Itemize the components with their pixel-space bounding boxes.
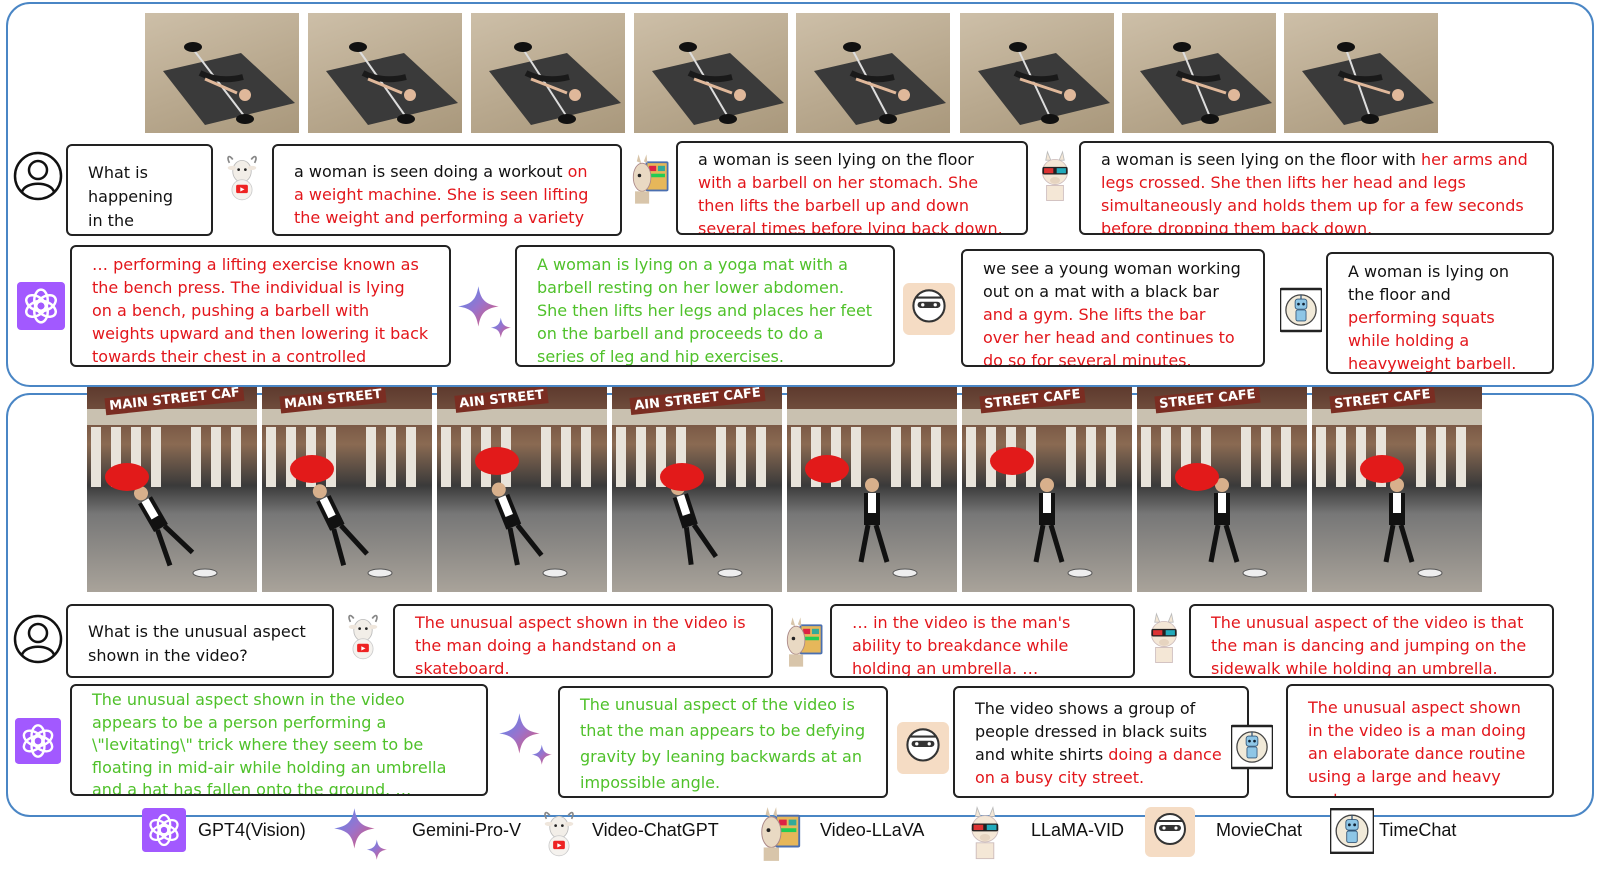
answer-text-correct: A woman is lying on a yoga mat with a ba… (537, 255, 873, 366)
answer-text-error: The unusual aspect of the video is that … (1211, 613, 1527, 678)
legend-label-gemini: Gemini-Pro-V (412, 820, 522, 840)
answer-timechat: A woman is lying on the floor and perfor… (1326, 252, 1554, 374)
video-frame (796, 13, 950, 133)
video-frame: AIN STREET CAFE (612, 387, 782, 592)
answer-text-error: … in the video is the man's ability to b… (852, 613, 1071, 678)
answer-video-llava: a woman is seen lying on the floor with … (676, 141, 1028, 235)
legend-label-gpt4v: GPT4(Vision) (198, 820, 306, 840)
answer-text-error: on a weight machine. She is seen lifting… (294, 162, 589, 234)
video-chatgpt-icon (538, 806, 580, 862)
video-chatgpt-icon (342, 607, 384, 667)
video-frame (145, 13, 299, 133)
video-frame (634, 13, 788, 133)
answer-text-correct: The unusual aspect of the video is that … (580, 695, 866, 792)
timechat-icon (1231, 724, 1273, 770)
llama-vid-icon (963, 804, 1007, 864)
gemini-icon (497, 711, 553, 767)
question-bubble: What is happening in the video? (66, 144, 213, 236)
answer-text-error: and a gym. She lifts the bar over her he… (983, 305, 1235, 367)
gemini-icon (332, 806, 388, 862)
answer-text-normal: The video shows a group of people dresse… (975, 699, 1208, 764)
answer-gpt4v: … performing a lifting exercise known as… (70, 245, 451, 367)
video-llava-icon (782, 611, 826, 673)
moviechat-icon (903, 283, 955, 335)
video-frame (1284, 13, 1438, 133)
video-frame: STREET CAFE (1312, 387, 1482, 592)
answer-llama-vid: The unusual aspect of the video is that … (1189, 604, 1554, 678)
video-frame: MAIN STREET CAF (87, 387, 257, 592)
question-text: What is the unusual aspect shown in the … (88, 622, 306, 665)
video-frame (308, 13, 462, 133)
user-icon (13, 614, 63, 664)
moviechat-icon (1144, 807, 1196, 857)
video-frame: AIN STREET (437, 387, 607, 592)
answer-video-chatgpt: The unusual aspect shown in the video is… (393, 604, 773, 678)
answer-text-normal: A woman is lying on the floor and (1348, 262, 1510, 304)
video-frame (1122, 13, 1276, 133)
legend-label-video-chatgpt: Video-ChatGPT (592, 820, 719, 840)
gpt4v-icon (142, 808, 186, 852)
answer-video-chatgpt: a woman is seen doing a workout on a wei… (272, 144, 622, 236)
llama-vid-icon (1143, 608, 1185, 670)
gpt4v-icon (15, 718, 61, 764)
answer-text-error: The unusual aspect shown in the video is… (415, 613, 746, 678)
answer-text-normal: a woman is seen lying on the floor with (1101, 150, 1421, 169)
answer-llama-vid: a woman is seen lying on the floor with … (1079, 141, 1554, 235)
question-bubble: What is the unusual aspect shown in the … (66, 604, 334, 678)
video-frame: STREET CAFE (1137, 387, 1307, 592)
answer-text-error: her arms and legs crossed. She then lift… (1101, 150, 1528, 235)
legend-label-timechat: TimeChat (1379, 820, 1457, 840)
video-llava-icon (628, 148, 672, 210)
timechat-icon (1330, 808, 1374, 854)
video-frame (787, 387, 957, 592)
llama-vid-icon (1034, 146, 1076, 208)
answer-timechat: The unusual aspect shown in the video is… (1286, 684, 1554, 798)
answer-text-normal: we see a young woman working out on a ma… (983, 259, 1241, 301)
video-llava-icon (756, 804, 804, 864)
gpt4v-icon (17, 282, 65, 330)
answer-gemini: The unusual aspect of the video is that … (558, 686, 888, 798)
answer-text-correct: The unusual aspect shown in the video ap… (92, 690, 447, 796)
answer-text-normal: a woman is seen doing a workout (294, 162, 568, 181)
answer-gemini: A woman is lying on a yoga mat with a ba… (515, 245, 895, 367)
timechat-icon (1280, 287, 1322, 333)
moviechat-icon (897, 722, 949, 774)
answer-moviechat: we see a young woman working out on a ma… (961, 249, 1265, 367)
legend-label-video-llava: Video-LLaVA (820, 820, 925, 840)
user-icon (13, 151, 63, 201)
answer-text-error: performing squats while holding a heavyw… (1348, 308, 1517, 373)
video-frame: MAIN STREET (262, 387, 432, 592)
answer-video-llava: … in the video is the man's ability to b… (830, 604, 1135, 678)
question-text: What is happening in the video? (88, 163, 173, 230)
legend-label-moviechat: MovieChat (1216, 820, 1303, 840)
gemini-icon (456, 284, 512, 340)
answer-text-normal: a woman is seen lying on the floor (698, 150, 974, 169)
legend-label-llama-vid: LLaMA-VID (1031, 820, 1125, 840)
answer-text-error: … performing a lifting exercise known as… (92, 255, 429, 366)
video-frame (960, 13, 1114, 133)
answer-text-error: doing a dance on a busy city street. (975, 745, 1222, 787)
answer-text-error: The unusual aspect shown in the video is… (1308, 698, 1526, 796)
answer-moviechat: The video shows a group of people dresse… (953, 686, 1249, 798)
video-frame: STREET CAFE (962, 387, 1132, 592)
answer-text-error: with a barbell on her stomach. She then … (698, 173, 1003, 235)
video-frame (471, 13, 625, 133)
answer-gpt4v: The unusual aspect shown in the video ap… (70, 684, 488, 796)
video-chatgpt-icon (221, 148, 263, 208)
